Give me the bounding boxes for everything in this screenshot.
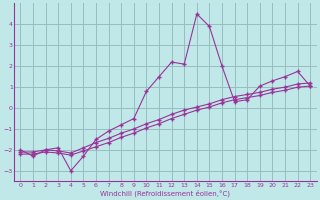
X-axis label: Windchill (Refroidissement éolien,°C): Windchill (Refroidissement éolien,°C) [100, 189, 230, 197]
